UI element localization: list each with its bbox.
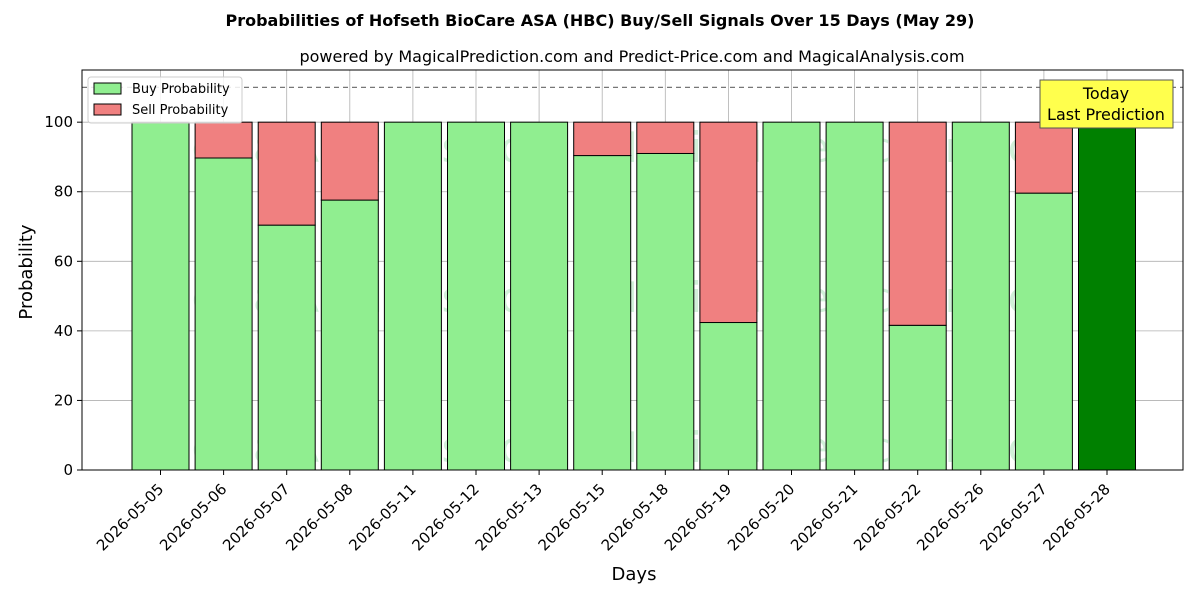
legend-label: Sell Probability <box>132 103 229 118</box>
x-axis-label: Days <box>612 564 657 585</box>
buy-bar <box>194 157 253 471</box>
sell-bar <box>1014 121 1073 194</box>
sell-bar <box>194 121 253 159</box>
buy-bar <box>131 121 190 471</box>
buy-bar <box>257 224 316 471</box>
sell-bar <box>636 121 695 154</box>
sell-bar <box>257 121 316 226</box>
legend-swatch <box>93 103 122 116</box>
y-tick-label: 100 <box>44 113 73 131</box>
buy-bar <box>320 199 379 471</box>
sell-bar <box>320 121 379 201</box>
legend-box <box>87 76 243 124</box>
buy-bar <box>1014 192 1073 471</box>
legend-swatch <box>93 82 122 95</box>
buy-bar <box>762 121 821 471</box>
y-axis-ticks: 0 20 40 60 80 100 <box>44 113 82 479</box>
today-annotation: Today Last Prediction <box>1039 79 1174 129</box>
legend-label: Buy Probability <box>132 82 230 97</box>
buy-bar <box>636 152 695 471</box>
y-tick-label: 80 <box>54 183 73 201</box>
y-tick-label: 0 <box>63 461 73 479</box>
buy-bar <box>825 121 884 471</box>
sell-bar <box>573 121 632 157</box>
bars <box>131 121 1136 471</box>
y-tick-label: 40 <box>54 322 73 340</box>
annotation-text: Last Prediction <box>1047 105 1165 124</box>
chart-subtitle: powered by MagicalPrediction.com and Pre… <box>299 47 964 66</box>
sell-bar <box>888 121 947 326</box>
plot-frame <box>81 69 1184 471</box>
buy-bar <box>1078 121 1136 471</box>
sell-bar <box>699 121 758 324</box>
legend: Buy Probability Sell Probability <box>87 76 243 124</box>
buy-bar <box>510 121 569 471</box>
buy-bar <box>383 121 442 471</box>
buy-bar <box>447 121 505 471</box>
chart-title: Probabilities of Hofseth BioCare ASA (HB… <box>225 11 974 30</box>
y-tick-label: 20 <box>54 391 73 409</box>
annotation-box <box>1039 79 1174 129</box>
buy-bar <box>888 324 947 471</box>
y-axis-label: Probability <box>16 224 37 319</box>
buy-bar <box>573 155 632 471</box>
buy-bar <box>951 121 1010 471</box>
annotation-text: Today <box>1082 84 1129 103</box>
buy-bar <box>699 322 758 471</box>
y-tick-label: 60 <box>54 252 73 270</box>
